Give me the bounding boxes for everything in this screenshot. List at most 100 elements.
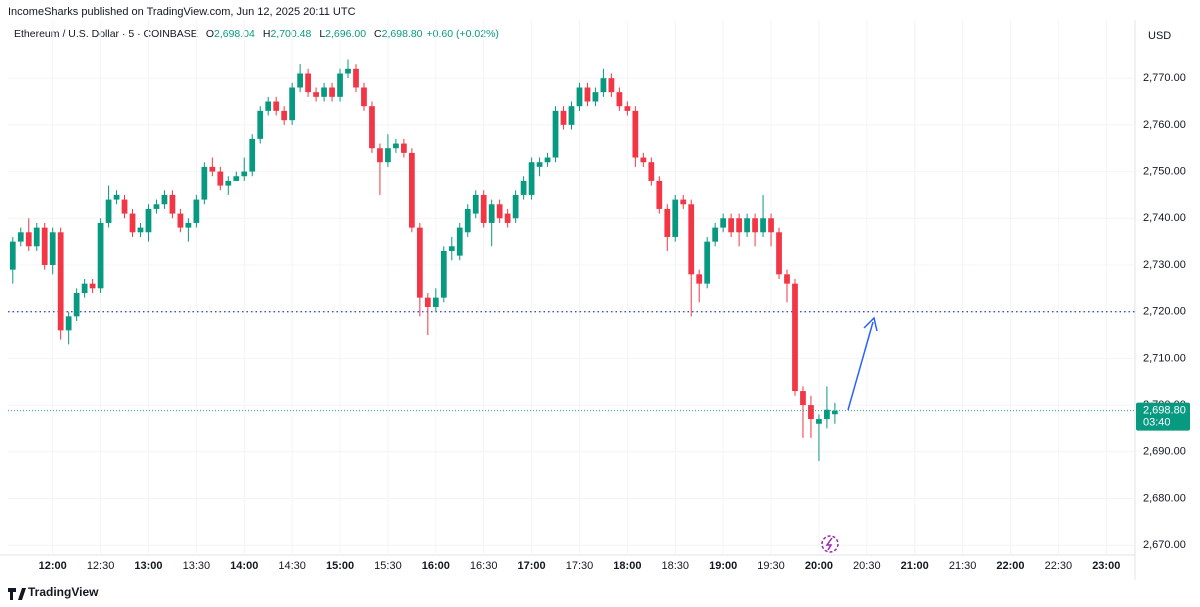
- x-tick-label: 16:00: [422, 560, 450, 572]
- price-tag-countdown: 03:40: [1143, 417, 1171, 429]
- candle-body: [337, 73, 343, 97]
- candle-body: [544, 157, 551, 163]
- candle-body: [832, 410, 838, 415]
- candle-body: [17, 232, 24, 242]
- x-tick-label: 23:00: [1092, 560, 1120, 572]
- candle-body: [201, 166, 208, 200]
- y-tick-label: 2,740.00: [1143, 212, 1186, 224]
- candle-body: [680, 199, 687, 205]
- x-tick-label: 22:30: [1045, 560, 1073, 572]
- candle-body: [145, 208, 152, 233]
- candle-body: [568, 106, 575, 125]
- footer: TradingView: [8, 585, 99, 600]
- candle-body: [329, 87, 335, 97]
- candle-body: [265, 101, 272, 111]
- candle-body: [792, 283, 798, 392]
- candle-body: [153, 204, 160, 209]
- candle-body: [696, 274, 703, 284]
- ohlc-label: C: [374, 28, 382, 40]
- candle-body: [33, 227, 40, 247]
- y-tick-label: 2,710.00: [1143, 352, 1186, 364]
- y-tick-label: 2,760.00: [1143, 119, 1186, 131]
- y-tick-label: 2,680.00: [1143, 492, 1186, 504]
- candle-body: [217, 171, 224, 186]
- candle-body: [129, 213, 136, 233]
- replay-icon: [821, 535, 839, 553]
- candle-body: [25, 232, 32, 247]
- ohlc-value: 2,700.48: [270, 28, 311, 40]
- candle-body: [401, 143, 407, 153]
- candle-body: [512, 194, 519, 219]
- candle-body: [528, 162, 535, 195]
- x-tick-label: 13:00: [134, 560, 162, 572]
- x-tick-label: 20:30: [853, 560, 881, 572]
- y-tick-label: 2,720.00: [1143, 306, 1186, 318]
- candle-body: [416, 227, 423, 298]
- candle-body: [640, 157, 647, 163]
- candle-body: [305, 73, 311, 93]
- y-tick-label: 2,730.00: [1143, 259, 1186, 271]
- candle-body: [65, 316, 72, 331]
- candle-body: [824, 409, 830, 420]
- candle-body: [576, 87, 583, 107]
- candle-body: [712, 227, 719, 242]
- y-tick-label: 2,770.00: [1143, 72, 1186, 84]
- candle-body: [632, 110, 639, 158]
- price-tag: [1136, 402, 1190, 431]
- candle-body: [784, 274, 790, 284]
- candle-body: [105, 199, 112, 223]
- x-tick-label: 18:00: [613, 560, 641, 572]
- candle-body: [369, 106, 375, 149]
- candle-body: [225, 180, 232, 186]
- candle-body: [616, 92, 623, 107]
- candle-body: [249, 138, 256, 172]
- candle-body: [241, 171, 248, 177]
- candle-body: [233, 176, 240, 181]
- brand: TradingView: [28, 585, 99, 599]
- candle-body: [209, 166, 216, 172]
- candle-body: [592, 92, 599, 102]
- candle-body: [800, 391, 806, 406]
- arrow: [847, 321, 874, 411]
- candle-body: [89, 283, 96, 289]
- candle-body: [281, 110, 288, 121]
- candle-body: [472, 194, 479, 214]
- ohlc-label: H: [263, 28, 271, 40]
- candle-body: [169, 194, 176, 214]
- candle-body: [608, 78, 615, 93]
- ohlc-value: 2,696.00: [325, 28, 366, 40]
- candle-body: [121, 199, 128, 214]
- ohlc-value: 2,698.80: [382, 28, 423, 40]
- candle-body: [624, 106, 631, 111]
- candle-body: [464, 208, 471, 233]
- candle-body: [57, 232, 64, 331]
- candle-body: [448, 246, 455, 251]
- candle-body: [321, 87, 327, 97]
- candle-body: [345, 68, 351, 74]
- candle-body: [656, 180, 663, 209]
- candle-body: [161, 194, 168, 205]
- candle-body: [257, 110, 264, 139]
- candle-body: [720, 218, 727, 228]
- candle-body: [49, 232, 56, 265]
- candle-body: [752, 218, 758, 233]
- x-tick-label: 12:30: [87, 560, 115, 572]
- candle-body: [776, 232, 782, 275]
- candle-body: [552, 110, 559, 158]
- candle-body: [313, 92, 319, 97]
- candle-body: [432, 297, 439, 308]
- candle-body: [560, 110, 567, 125]
- x-tick-label: 17:00: [518, 560, 546, 572]
- candle-body: [584, 87, 591, 102]
- x-tick-label: 12:00: [39, 560, 67, 572]
- symbol: Ethereum / U.S. Dollar · 5 · COINBASE: [14, 28, 198, 40]
- candle-body: [520, 180, 527, 195]
- candle-body: [664, 208, 671, 237]
- legend: Ethereum / U.S. Dollar · 5 · COINBASE O2,…: [14, 28, 499, 40]
- candle-body: [73, 292, 80, 317]
- candle-body: [760, 218, 766, 233]
- y-tick-label: 2,690.00: [1143, 446, 1186, 458]
- candle-body: [424, 297, 431, 308]
- ohlc-value: 2,698.04: [214, 28, 255, 40]
- candle-body: [488, 204, 495, 223]
